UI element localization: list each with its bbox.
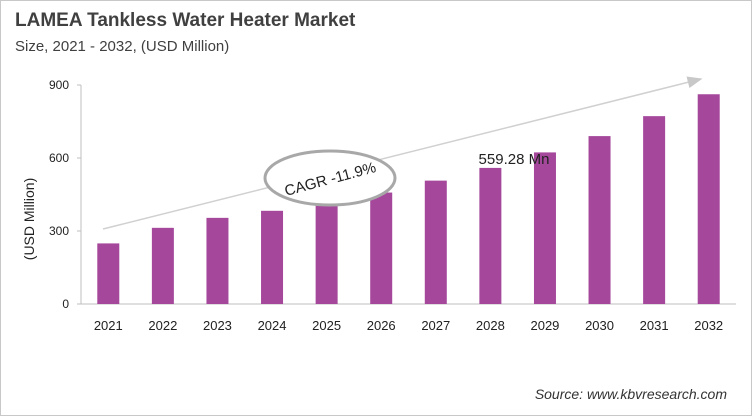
bar-2030 [588, 136, 611, 304]
cagr-ellipse [263, 149, 397, 207]
bar-2031 [643, 116, 666, 304]
bar-2024 [261, 210, 284, 304]
value-label-2028: 559.28 Mn [479, 151, 550, 168]
x-tick-label: 2029 [530, 318, 559, 333]
bar-2023 [206, 217, 229, 304]
y-tick-label: 900 [49, 78, 69, 92]
bar-2026 [370, 192, 393, 304]
bar-2032 [697, 94, 720, 304]
y-tick-label: 300 [49, 224, 69, 238]
bar-2028 [479, 167, 502, 304]
x-tick-label: 2021 [94, 318, 123, 333]
bar-2027 [424, 180, 447, 304]
y-axis-label: (USD Million) [21, 178, 37, 260]
source-note: Source: www.kbvresearch.com [534, 386, 727, 402]
x-tick-label: 2027 [421, 318, 450, 333]
x-tick-label: 2032 [694, 318, 723, 333]
x-tick-label: 2031 [640, 318, 669, 333]
x-tick-label: 2026 [367, 318, 396, 333]
y-tick-label: 600 [49, 151, 69, 165]
chart-subtitle: Size, 2021 - 2032, (USD Million) [15, 38, 230, 55]
trend-arrow [102, 76, 703, 230]
y-tick-label: 0 [62, 297, 69, 311]
x-tick-label: 2023 [203, 318, 232, 333]
bar-2025 [315, 201, 338, 304]
bar-2022 [151, 227, 174, 304]
x-tick-label: 2022 [148, 318, 177, 333]
x-tick-label: 2024 [258, 318, 287, 333]
x-tick-label: 2025 [312, 318, 341, 333]
bar-2029 [533, 152, 556, 304]
bar-2021 [97, 243, 120, 304]
x-tick-label: 2028 [476, 318, 505, 333]
x-tick-label: 2030 [585, 318, 614, 333]
chart-title: LAMEA Tankless Water Heater Market [15, 10, 356, 31]
